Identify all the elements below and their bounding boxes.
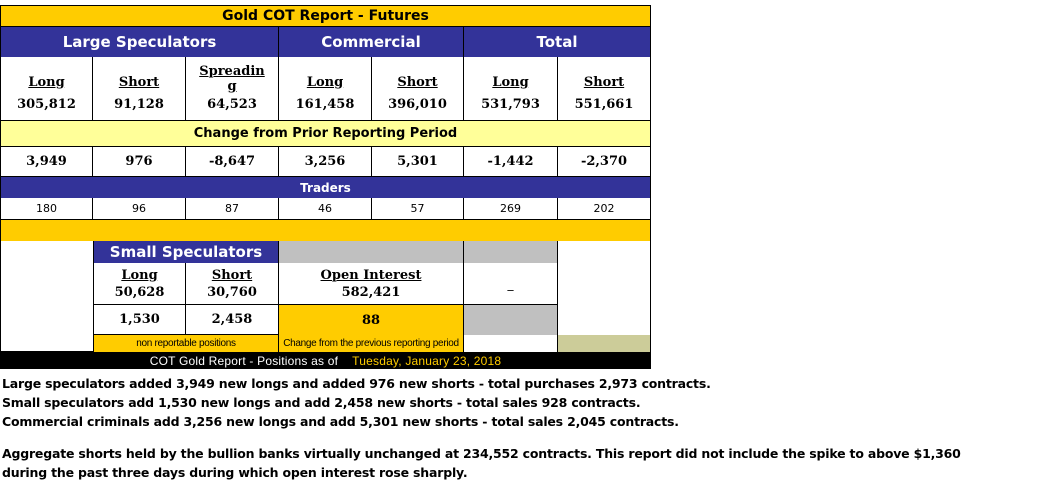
change-header: Change from Prior Reporting Period — [0, 121, 651, 147]
col-commercial-short: Short 396,010 — [372, 57, 464, 121]
small-spec-long-label: Long — [121, 267, 158, 283]
small-spec-short-value: 30,760 — [207, 284, 257, 300]
grey-cell — [464, 241, 558, 263]
footer-date: Tuesday, January 23, 2018 — [352, 353, 502, 368]
grey-cell — [464, 305, 558, 335]
note-line: Small speculators add 1,530 new longs an… — [2, 395, 641, 410]
small-spec-short-change: 2,458 — [186, 305, 279, 335]
open-interest-label: Open Interest — [320, 267, 422, 283]
commentary: Large speculators added 3,949 new longs … — [2, 374, 1042, 482]
footer-label: COT Gold Report - Positions as of — [149, 353, 339, 368]
small-spec-long: Long 50,628 — [93, 263, 186, 305]
change-value: 3,256 — [279, 147, 372, 177]
change-value: 976 — [93, 147, 186, 177]
small-speculators-title: Small Speculators — [93, 241, 279, 263]
col-label: Short — [118, 75, 160, 90]
traders-value: 46 — [279, 198, 372, 220]
change-value: -2,370 — [558, 147, 651, 177]
blank-cell — [464, 335, 558, 352]
col-label: Long — [28, 75, 65, 90]
traders-value: 57 — [372, 198, 464, 220]
open-interest-change: 88 — [279, 305, 464, 335]
traders-value: 269 — [464, 198, 558, 220]
col-value: 531,793 — [481, 97, 540, 112]
small-spec-short-label: Short — [211, 267, 253, 283]
group-large-speculators: Large Speculators — [0, 27, 279, 57]
dash-cell: _ — [464, 263, 558, 305]
col-label: Spreading — [199, 64, 265, 94]
traders-value: 180 — [0, 198, 93, 220]
change-value: 5,301 — [372, 147, 464, 177]
group-total: Total — [464, 27, 651, 57]
small-spec-short: Short 30,760 — [186, 263, 279, 305]
col-label: Long — [492, 75, 529, 90]
col-large-short: Short 91,128 — [93, 57, 186, 121]
col-large-spreading: Spreading 64,523 — [186, 57, 279, 121]
traders-header: Traders — [0, 177, 651, 198]
open-interest: Open Interest 582,421 — [279, 263, 464, 305]
col-value: 91,128 — [114, 97, 164, 112]
col-value: 161,458 — [295, 97, 355, 112]
col-label: Long — [306, 75, 344, 90]
col-total-long: Long 531,793 — [464, 57, 558, 121]
col-label: Short — [583, 75, 625, 90]
col-large-long: Long 305,812 — [0, 57, 93, 121]
note-line: Large speculators added 3,949 new longs … — [2, 376, 711, 391]
note-line: Commercial criminals add 3,256 new longs… — [2, 414, 679, 429]
col-value: 551,661 — [574, 97, 634, 112]
report-title: Gold COT Report - Futures — [0, 5, 651, 27]
blank-cell — [558, 241, 651, 335]
col-value: 305,812 — [17, 97, 76, 112]
olive-cell — [558, 335, 651, 352]
traders-value: 96 — [93, 198, 186, 220]
small-spec-long-value: 50,628 — [114, 284, 165, 300]
separator-row — [0, 220, 651, 241]
change-value: 3,949 — [0, 147, 93, 177]
col-label: Short — [397, 75, 438, 90]
col-value: 396,010 — [388, 97, 447, 112]
col-value: 64,523 — [207, 97, 257, 112]
col-commercial-long: Long 161,458 — [279, 57, 372, 121]
blank-cell — [0, 241, 93, 352]
traders-value: 87 — [186, 198, 279, 220]
non-reportable-note: non reportable positions — [93, 335, 279, 352]
group-commercial: Commercial — [279, 27, 464, 57]
open-interest-value: 582,421 — [341, 284, 401, 300]
report-footer: COT Gold Report - Positions as of Tuesda… — [0, 352, 651, 369]
change-value: -1,442 — [464, 147, 558, 177]
col-total-short: Short 551,661 — [558, 57, 651, 121]
change-value: -8,647 — [186, 147, 279, 177]
open-interest-note: Change from the previous reporting perio… — [279, 335, 464, 352]
small-spec-long-change: 1,530 — [93, 305, 186, 335]
note-paragraph: Aggregate shorts held by the bullion ban… — [2, 446, 961, 480]
grey-cell — [279, 241, 464, 263]
traders-value: 202 — [558, 198, 651, 220]
